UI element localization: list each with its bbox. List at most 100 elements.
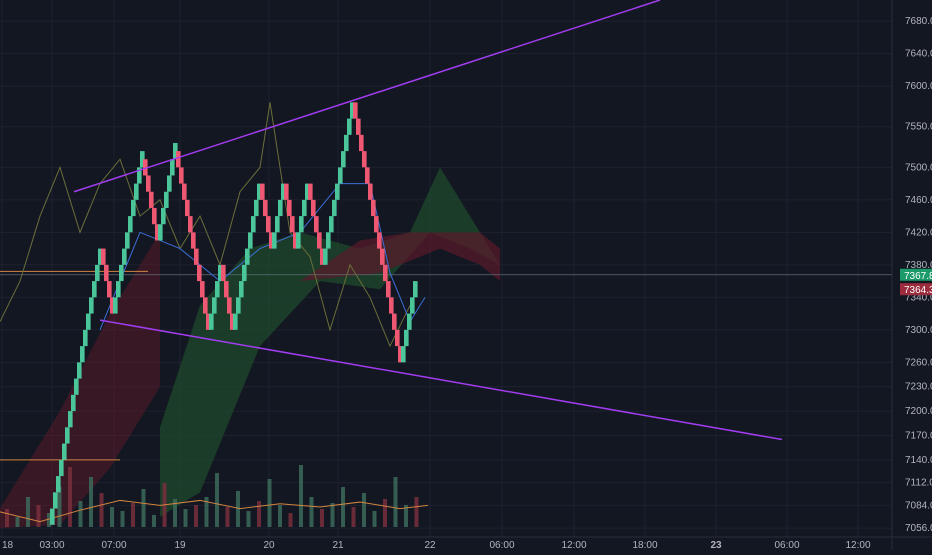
volume-bar xyxy=(330,503,335,527)
bull-brick xyxy=(59,459,64,477)
volume-bar xyxy=(320,509,324,527)
bull-brick xyxy=(275,216,280,233)
bear-brick xyxy=(353,102,358,119)
bull-brick xyxy=(404,329,409,347)
bull-brick xyxy=(296,232,301,249)
bear-brick xyxy=(227,297,232,314)
x-tick-label: 18:00 xyxy=(632,540,657,550)
y-tick-label: 7680.0 xyxy=(905,16,932,27)
bull-brick xyxy=(131,199,136,217)
y-tick-label: 7140.0 xyxy=(905,455,932,466)
trendlines[interactable] xyxy=(73,0,783,441)
time-axis[interactable]: 18 03:00 07:00 19 20 21 22 06:00 12:00 18:00 23 06:… xyxy=(2,540,871,551)
lower-trendline xyxy=(99,319,783,441)
bull-brick xyxy=(299,216,304,233)
bear-brick xyxy=(386,281,391,298)
x-tick-label: 12:00 xyxy=(845,540,870,550)
bull-brick xyxy=(167,175,172,192)
bull-brick xyxy=(338,167,343,184)
bull-brick xyxy=(50,508,55,525)
volume-bar xyxy=(299,465,303,527)
y-tick-label: 7084.0 xyxy=(905,500,932,511)
bear-brick xyxy=(368,183,373,200)
bull-brick xyxy=(113,297,118,314)
bear-brick xyxy=(317,232,322,249)
y-tick-label: 7340.0 xyxy=(905,292,932,303)
volume-bar xyxy=(47,513,51,527)
bull-brick xyxy=(215,281,220,298)
bear-brick xyxy=(185,199,190,217)
bear-brick xyxy=(155,224,160,241)
volume-bar xyxy=(288,513,293,527)
bull-brick xyxy=(209,313,214,330)
y-tick-label: 7460.0 xyxy=(905,195,932,206)
volume-bar xyxy=(215,473,219,527)
bull-brick xyxy=(281,183,286,200)
bull-brick xyxy=(242,264,247,282)
volume-bar xyxy=(15,517,20,527)
bear-brick xyxy=(206,313,211,330)
bear-brick xyxy=(377,232,382,249)
bull-brick xyxy=(170,159,175,176)
volume-bar xyxy=(89,477,93,527)
y-tick-label: 7380.0 xyxy=(905,260,932,271)
volume-bar xyxy=(183,509,188,527)
bull-brick xyxy=(350,102,355,119)
last-price-label: 7367.8 xyxy=(900,268,932,282)
bull-brick xyxy=(329,216,334,233)
upper-trendline xyxy=(73,0,661,193)
x-tick-label: 06:00 xyxy=(774,540,799,550)
bear-brick xyxy=(380,248,385,265)
y-tick-label: 7200.0 xyxy=(905,406,932,417)
bear-brick xyxy=(371,199,376,217)
bull-brick xyxy=(92,281,97,298)
volume-bar xyxy=(267,479,272,527)
y-tick-label: 7112.0 xyxy=(905,478,932,489)
bull-brick xyxy=(53,492,58,509)
bear-brick xyxy=(149,191,154,208)
bear-brick xyxy=(152,207,157,225)
bear-brick xyxy=(107,281,112,298)
bear-brick xyxy=(308,183,313,200)
bear-brick xyxy=(269,232,274,249)
bull-brick xyxy=(122,248,127,265)
bull-brick xyxy=(140,151,145,168)
bull-brick xyxy=(89,297,94,314)
bear-brick xyxy=(383,264,388,282)
price-axis[interactable]: 7680.0 7640.0 7600.0 7550.0 7500.0 7460.0 7420… xyxy=(905,16,932,534)
x-tick-label: 18 xyxy=(2,540,14,550)
y-tick-label: 7230.0 xyxy=(905,382,932,393)
volume-bar xyxy=(393,477,398,527)
volume-bar xyxy=(131,503,135,527)
moving-average-line xyxy=(0,102,411,348)
volume-bar xyxy=(351,507,356,527)
volume-bars xyxy=(5,465,419,527)
bear-brick xyxy=(263,199,268,217)
bull-brick xyxy=(68,411,73,428)
bear-brick xyxy=(320,248,325,265)
bull-brick xyxy=(65,427,70,444)
bull-brick xyxy=(83,329,88,347)
bull-brick xyxy=(254,199,259,217)
bear-brick xyxy=(314,216,319,233)
renko-bricks xyxy=(50,102,418,525)
bear-brick xyxy=(362,151,367,168)
bear-brick xyxy=(293,232,298,249)
prev-price-text: 7364.3 xyxy=(904,285,932,296)
bear-brick xyxy=(359,134,364,152)
volume-bar xyxy=(5,509,9,527)
bull-brick xyxy=(326,232,331,249)
x-tick-label: 21 xyxy=(332,540,344,550)
volume-bar xyxy=(99,493,104,527)
bear-brick xyxy=(191,232,196,249)
volume-bar xyxy=(78,501,83,527)
bull-brick xyxy=(134,183,139,200)
cloud-bear-area xyxy=(300,232,500,282)
bull-brick xyxy=(236,297,241,314)
bear-brick xyxy=(188,216,193,233)
volume-bar xyxy=(372,511,377,527)
cloud-bear-area xyxy=(0,232,160,529)
bull-brick xyxy=(233,313,238,330)
